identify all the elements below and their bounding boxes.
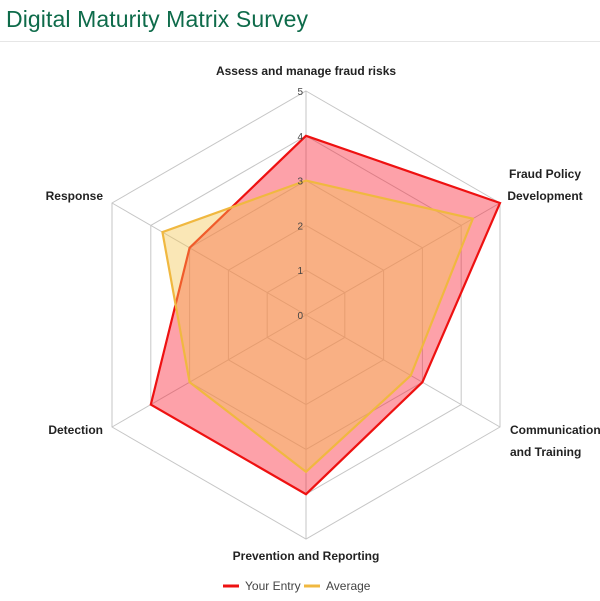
tick-label-2: 2	[297, 221, 303, 232]
tick-label-5: 5	[297, 87, 303, 98]
axis-label-1-line-1: Development	[507, 189, 582, 203]
axis-label-1-line-0: Fraud Policy	[509, 167, 581, 181]
grid-spoke-1	[305, 202, 501, 316]
axis-label-0: Assess and manage fraud risks	[216, 64, 396, 78]
axis-label-2-line-1: and Training	[510, 445, 581, 459]
radar-axis-labels: Assess and manage fraud risks Fraud Polic…	[46, 64, 600, 563]
legend-label-your-entry: Your Entry	[245, 579, 301, 593]
grid-spoke-2	[305, 314, 501, 428]
tick-label-4: 4	[297, 132, 303, 143]
axis-label-5: Response	[46, 189, 104, 203]
tick-label-0: 0	[297, 311, 303, 322]
axis-label-3: Prevention and Reporting	[233, 549, 380, 563]
radar-series	[149, 134, 502, 496]
radar-tick-labels: 0 1 2 3 4 5	[297, 87, 303, 322]
chart-legend: Your Entry Average	[223, 579, 371, 593]
series-average-area	[161, 179, 475, 474]
tick-label-3: 3	[297, 177, 303, 188]
axis-label-4: Detection	[48, 423, 103, 437]
legend-label-average: Average	[326, 579, 371, 593]
grid-spoke-4	[111, 314, 307, 428]
grid-spoke-5	[111, 202, 307, 316]
radar-grid	[111, 90, 501, 540]
page-title: Digital Maturity Matrix Survey	[6, 6, 309, 32]
axis-label-2-line-0: Communication	[510, 423, 600, 437]
series-your-entry-area	[149, 134, 502, 496]
tick-label-1: 1	[297, 266, 303, 277]
title-divider	[0, 41, 600, 42]
